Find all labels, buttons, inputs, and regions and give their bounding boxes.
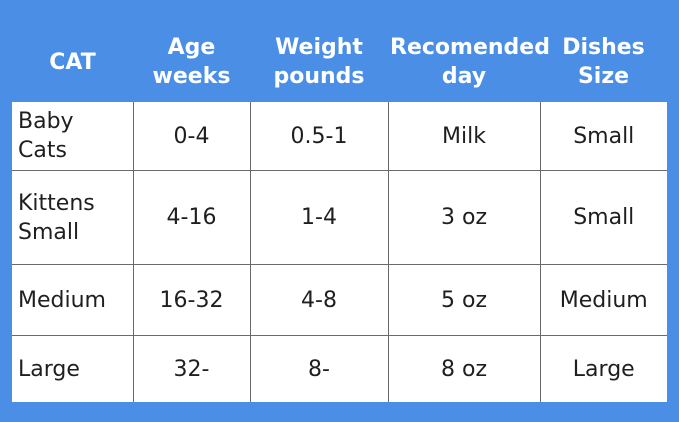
cell-age: 32-: [132, 335, 251, 402]
cell-cat: Large: [12, 335, 134, 402]
cell-day: 3 oz: [387, 170, 541, 265]
cell-day: 8 oz: [387, 335, 541, 402]
cell-age: 0-4: [132, 102, 251, 171]
header-row: CAT Age weeks Weight pounds Recomended d…: [12, 22, 667, 102]
cell-cat: Baby Cats: [12, 102, 134, 171]
table-row: Large 32- 8- 8 oz Large: [12, 335, 667, 402]
cell-day: 5 oz: [387, 264, 541, 336]
cat-feeding-table: CAT Age weeks Weight pounds Recomended d…: [12, 22, 667, 402]
cell-weight: 1-4: [249, 170, 389, 265]
cell-cat: Medium: [12, 264, 134, 336]
cell-age: 16-32: [132, 264, 251, 336]
cell-dish: Small: [539, 102, 667, 171]
cell-age: 4-16: [132, 170, 251, 265]
cell-weight: 4-8: [249, 264, 389, 336]
table-row: Baby Cats 0-4 0.5-1 Milk Small: [12, 102, 667, 171]
cell-dish: Large: [539, 335, 667, 402]
header-cat: CAT: [49, 49, 96, 75]
cell-day: Milk: [387, 102, 541, 171]
table-row: Medium 16-32 4-8 5 oz Medium: [12, 264, 667, 336]
header-age: Age weeks: [152, 35, 231, 89]
header-dishes: Dishes Size: [562, 35, 645, 89]
cell-dish: Medium: [539, 264, 667, 336]
cell-weight: 0.5-1: [249, 102, 389, 171]
cell-cat: Kittens Small: [12, 170, 134, 265]
header-recommended: Recomended day: [390, 35, 550, 89]
header-weight: Weight pounds: [273, 35, 365, 89]
table-row: Kittens Small 4-16 1-4 3 oz Small: [12, 170, 667, 265]
cell-weight: 8-: [249, 335, 389, 402]
cell-dish: Small: [539, 170, 667, 265]
